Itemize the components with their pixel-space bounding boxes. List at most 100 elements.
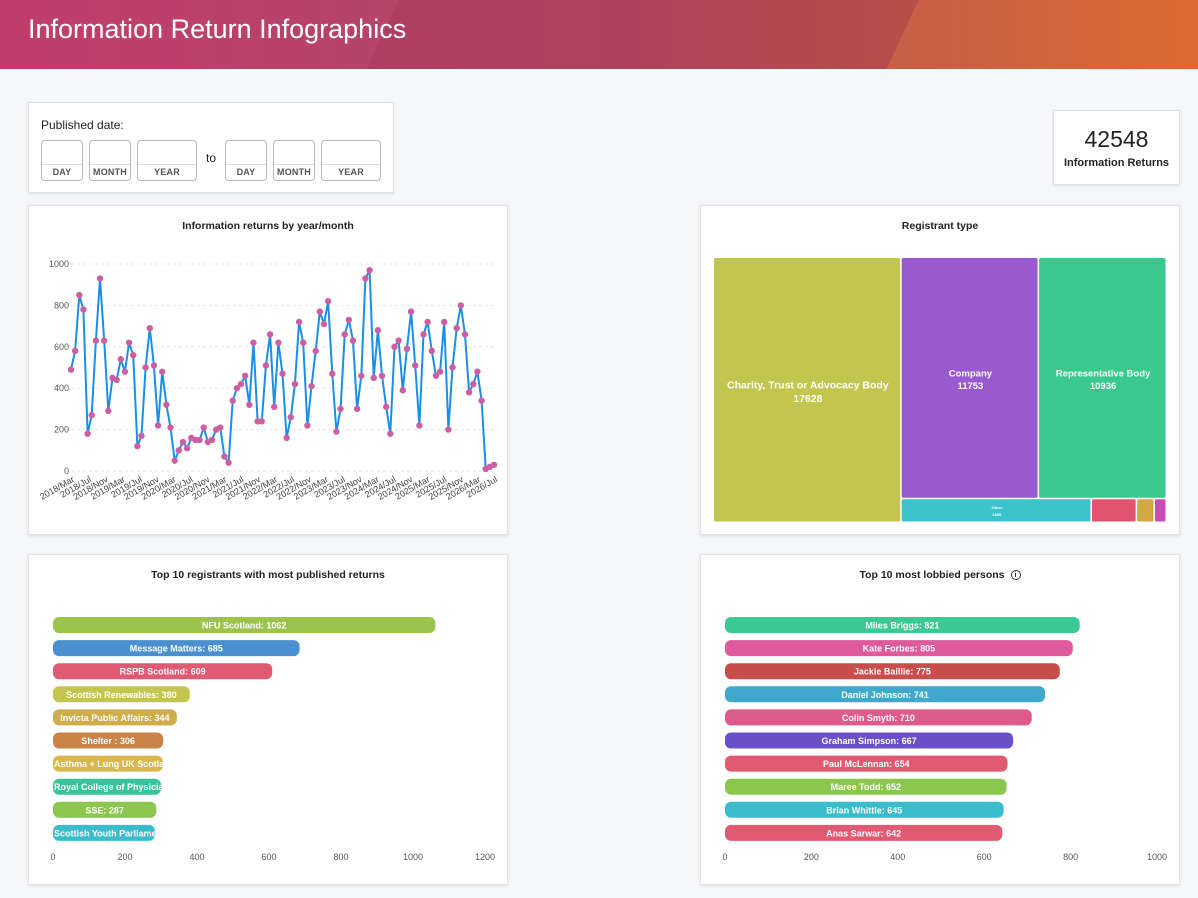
from-year-input[interactable] [138, 141, 196, 165]
lobbied-bar [725, 640, 1073, 657]
lobbied-bar-label: Anas Sarwar: 642 [826, 828, 901, 838]
data-point [291, 380, 299, 388]
y-tick-label: 200 [54, 425, 69, 435]
to-label: to [206, 151, 217, 165]
to-month-input[interactable] [274, 141, 314, 165]
lobbied-bar [725, 732, 1014, 749]
data-point [258, 418, 265, 425]
treemap-cell-name: Charity, Trust or Advocacy Body [727, 380, 889, 392]
lobbied-bar [725, 663, 1060, 680]
data-point [316, 308, 324, 315]
to-month-field[interactable]: MONTH [273, 140, 315, 181]
lobbied-bar [725, 824, 1003, 841]
data-point [362, 275, 369, 282]
treemap-cell-value: 17628 [793, 393, 822, 405]
data-point [465, 389, 473, 396]
data-point [167, 424, 174, 431]
to-day-field[interactable]: DAY [225, 140, 267, 181]
data-point [130, 351, 137, 359]
data-point [163, 401, 170, 408]
data-point [196, 436, 203, 444]
data-point [432, 372, 440, 379]
data-point [395, 337, 402, 344]
data-point [225, 459, 232, 466]
lobbied-bar-label: Jackie Baillie: 775 [854, 667, 931, 677]
from-month-input[interactable] [90, 141, 130, 165]
total-returns-count: 42548 [1084, 126, 1149, 152]
treemap-cell-value: 10936 [1090, 381, 1116, 392]
line-chart: 020040060080010002018/Mar2018/Jul2018/No… [38, 259, 499, 502]
y-tick-label: 800 [54, 300, 69, 310]
registrant-bar [53, 709, 177, 726]
data-point [403, 345, 411, 353]
from-month-label: MONTH [93, 167, 127, 177]
data-point [84, 430, 91, 437]
data-point [142, 364, 149, 371]
treemap-cell [1091, 499, 1136, 522]
data-point [295, 318, 303, 326]
x-tick-label: 1000 [403, 852, 423, 862]
registrant-type-card: Registrant type Charity, Trust or Advoca… [700, 205, 1180, 535]
data-point [470, 380, 477, 388]
from-day-input[interactable] [42, 141, 82, 165]
lobbied-bar-label: Colin Smyth: 710 [842, 713, 915, 723]
to-year-input[interactable] [322, 141, 380, 165]
x-tick-label: 400 [189, 852, 204, 862]
data-point [71, 347, 79, 355]
lobbied-bar [725, 709, 1032, 726]
data-point [229, 397, 236, 404]
x-tick-label: 0 [722, 852, 727, 862]
data-point [88, 411, 95, 419]
data-point [445, 426, 452, 433]
data-point [200, 424, 207, 431]
from-day-field[interactable]: DAY [41, 140, 83, 181]
data-point [221, 453, 228, 460]
data-point [250, 339, 257, 346]
x-tick-label: 600 [261, 852, 276, 862]
lobbied-bar-label: Kate Forbes: 805 [863, 644, 936, 654]
y-tick-label: 1000 [49, 259, 69, 269]
lobbied-bar-label: Brian Whittle: 645 [826, 805, 902, 815]
x-tick-label: 1000 [1147, 852, 1167, 862]
treemap-cell [1039, 258, 1166, 498]
treemap-cell [714, 258, 901, 522]
data-point [399, 387, 406, 394]
lobbied-bar-label: Graham Simpson: 667 [822, 736, 917, 746]
lobbied-chart-title-text: Top 10 most lobbied persons [859, 569, 1005, 581]
returns-by-month-card: Information returns by year/month 0 200 40… [28, 205, 508, 535]
data-point [378, 372, 386, 379]
from-month-field[interactable]: MONTH [89, 140, 131, 181]
to-year-label: YEAR [338, 167, 364, 177]
from-year-field[interactable]: YEAR [137, 140, 197, 181]
lobbied-bar-label: Miles Briggs: 821 [865, 621, 939, 631]
registrant-bar [53, 617, 436, 633]
registrant-bar [53, 686, 190, 703]
to-day-label: DAY [236, 167, 256, 177]
lobbied-bar-label: Maree Todd: 652 [831, 782, 901, 792]
total-returns-label: Information Returns [1063, 157, 1170, 169]
data-point [217, 424, 224, 431]
registrant-bar-label: SSE: 287 [85, 805, 124, 815]
treemap-cell [901, 258, 1038, 498]
data-point [208, 436, 216, 444]
to-day-input[interactable] [226, 141, 266, 165]
lobbied-bar-chart: Miles Briggs: 821 Kate Forbes: 805 Jackie … [722, 617, 1167, 862]
data-point [96, 275, 104, 282]
data-point [320, 320, 328, 328]
treemap-cell [901, 499, 1091, 522]
data-point [308, 382, 315, 390]
data-point [420, 331, 427, 338]
data-point [461, 331, 469, 338]
treemap-cell [1137, 499, 1154, 522]
info-icon[interactable]: i [1010, 570, 1021, 580]
treemap-cell-name: Company [949, 369, 993, 380]
data-point [333, 428, 340, 435]
registrant-bar-label: Scottish Renewables: 380 [66, 690, 177, 700]
registrant-bar-label: Shelter : 306 [81, 736, 135, 746]
data-point [146, 324, 153, 332]
data-point [117, 356, 124, 363]
to-year-field[interactable]: YEAR [321, 140, 381, 181]
registrant-bar-label: Invicta Public Affairs: 344 [60, 713, 169, 723]
data-point [171, 457, 178, 464]
top-registrants-card: Top 10 registrants with most published r… [28, 554, 508, 885]
